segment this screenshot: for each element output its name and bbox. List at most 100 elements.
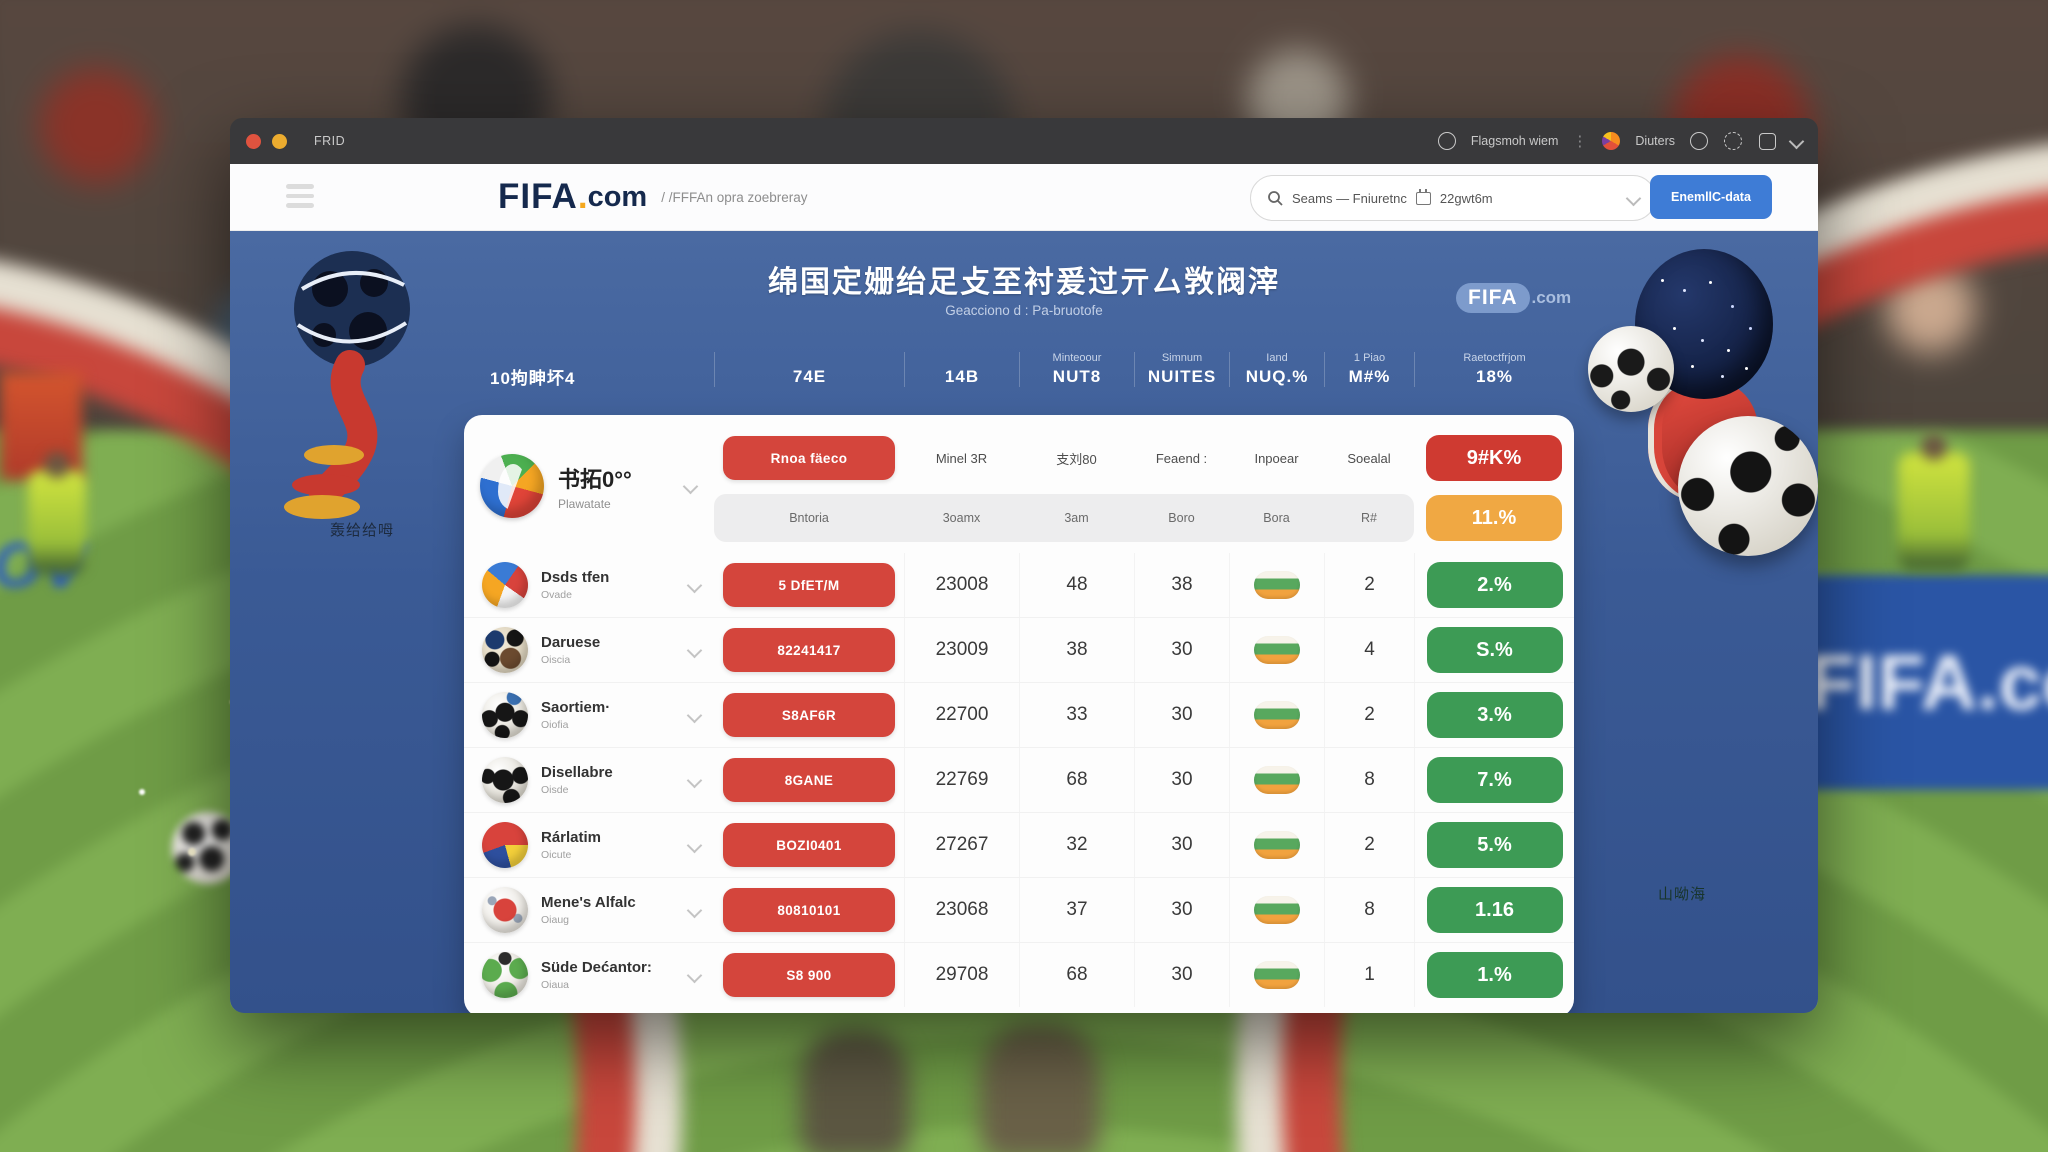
team-subname: Plawatate bbox=[558, 496, 611, 511]
column-header[interactable]: Minteoour NUT8 bbox=[1019, 351, 1134, 387]
site-logo[interactable]: FIFA. com / /FFFAn opra zoebreray bbox=[498, 164, 808, 230]
decor-text-right: 山呦海 bbox=[1658, 886, 1707, 903]
team-cell[interactable]: Daruese Oiscia bbox=[464, 627, 714, 673]
team-logo bbox=[482, 692, 528, 738]
browser-label[interactable]: Diuters bbox=[1635, 134, 1675, 148]
column-header[interactable]: 1 Piao M#% bbox=[1324, 351, 1414, 387]
chevron-down-icon[interactable] bbox=[686, 577, 703, 593]
flag-cell bbox=[1229, 553, 1324, 617]
timer-icon[interactable] bbox=[1723, 131, 1743, 151]
fifa-badge-text: FIFA bbox=[1456, 283, 1530, 313]
steward-figure-right bbox=[1898, 452, 1970, 570]
chevron-down-icon[interactable] bbox=[686, 642, 703, 658]
action-button[interactable]: S8AF6R bbox=[723, 693, 895, 737]
table-row[interactable]: Süde Dećantor: Oiaua S8 900 29708 68 30 … bbox=[464, 942, 1574, 1007]
profile-label[interactable]: Flagsmoh wiem bbox=[1470, 134, 1559, 148]
search-secondary-text: 22gwt6m bbox=[1439, 190, 1493, 206]
team-logo bbox=[482, 627, 528, 673]
table-row[interactable]: Disellabre Oisde 8GANE 22769 68 30 8 7.% bbox=[464, 747, 1574, 812]
featured-cell: Soealal bbox=[1347, 450, 1391, 466]
search-input[interactable]: Seams — Fniuretnc 22gwt6m bbox=[1250, 175, 1656, 221]
action-button[interactable]: Rnoa fäeco bbox=[723, 436, 895, 480]
column-header[interactable]: Simnum NUITES bbox=[1134, 351, 1229, 387]
extensions-icon[interactable] bbox=[1757, 131, 1777, 151]
team-logo bbox=[480, 454, 544, 518]
team-subname: Oisde bbox=[541, 783, 569, 796]
table-header-row: 10拘眒坏4 74E 14B Minteoour NUT8 Simnum NUITE… bbox=[464, 349, 1574, 389]
action-button[interactable]: 80810101 bbox=[723, 888, 895, 932]
chevron-down-icon[interactable] bbox=[686, 837, 703, 853]
stat-value: 23009 bbox=[904, 618, 1019, 682]
chevron-down-icon[interactable] bbox=[682, 478, 699, 494]
flag-icon bbox=[1254, 636, 1300, 664]
flag-cell bbox=[1229, 943, 1324, 1007]
percentage-badge: 2.% bbox=[1426, 562, 1563, 608]
column-header[interactable]: Iand NUQ.% bbox=[1229, 351, 1324, 387]
table-row[interactable]: Daruese Oiscia 82241417 23009 38 30 4 S.… bbox=[464, 617, 1574, 682]
flag-cell bbox=[1229, 748, 1324, 812]
team-cell[interactable]: Saortiem· Oiofia bbox=[464, 692, 714, 738]
action-button[interactable]: S8 900 bbox=[723, 953, 895, 997]
table-body: Dsds tfen Ovade 5 DfET/M 23008 48 38 2 2… bbox=[464, 553, 1574, 1007]
column-header[interactable]: 14B bbox=[904, 351, 1019, 387]
featured-cell: 支刘80 bbox=[1056, 451, 1097, 467]
stat-value: 29708 bbox=[904, 943, 1019, 1007]
percentage-badge: 11.% bbox=[1426, 495, 1562, 541]
featured-table-row[interactable]: 书拓0°° Plawatate Rnoa fäeco Minel 3R 支刘80… bbox=[464, 421, 1574, 553]
table-row[interactable]: Mene's Alfalc Oiaug 80810101 23068 37 30… bbox=[464, 877, 1574, 942]
action-button[interactable]: 5 DfET/M bbox=[723, 563, 895, 607]
site-header: FIFA. com / /FFFAn opra zoebreray Seams —… bbox=[230, 164, 1818, 231]
circle-icon[interactable] bbox=[1689, 131, 1709, 151]
menu-icon[interactable] bbox=[286, 184, 314, 213]
team-cell[interactable]: Mene's Alfalc Oiaug bbox=[464, 887, 714, 933]
team-cell[interactable]: Disellabre Oisde bbox=[464, 757, 714, 803]
column-header[interactable]: Raetoctfrjom 18% bbox=[1414, 351, 1574, 387]
chevron-down-icon[interactable] bbox=[1788, 133, 1805, 149]
sync-icon[interactable] bbox=[1437, 131, 1457, 151]
team-cell[interactable]: Rárlatim Oicute bbox=[464, 822, 714, 868]
stat-value: 68 bbox=[1019, 748, 1134, 812]
chevron-down-icon[interactable] bbox=[686, 902, 703, 918]
percentage-badge: S.% bbox=[1426, 627, 1563, 673]
logo-fifa-text: FIFA bbox=[498, 177, 578, 216]
browser-logo-icon[interactable] bbox=[1601, 131, 1621, 151]
team-logo bbox=[482, 887, 528, 933]
table-row[interactable]: Saortiem· Oiofia S8AF6R 22700 33 30 2 3.… bbox=[464, 682, 1574, 747]
chevron-down-icon[interactable] bbox=[686, 772, 703, 788]
chevron-down-icon[interactable] bbox=[686, 707, 703, 723]
team-cell[interactable]: Süde Dećantor: Oiaua bbox=[464, 952, 714, 998]
featured-cell: R# bbox=[1361, 511, 1377, 525]
team-subname: Oiscia bbox=[541, 653, 571, 666]
team-name: Dsds tfen bbox=[541, 569, 610, 587]
minimize-window-button[interactable] bbox=[272, 133, 287, 149]
chevron-down-icon[interactable] bbox=[1625, 190, 1642, 206]
team-name: Mene's Alfalc bbox=[541, 894, 636, 912]
divider-icon: ⋮ bbox=[1572, 133, 1588, 150]
action-button[interactable]: 82241417 bbox=[723, 628, 895, 672]
action-button[interactable]: BOZI0401 bbox=[723, 823, 895, 867]
action-button[interactable]: 8GANE bbox=[723, 758, 895, 802]
featured-cell: 3am bbox=[1064, 511, 1089, 525]
table-row[interactable]: Dsds tfen Ovade 5 DfET/M 23008 48 38 2 2… bbox=[464, 553, 1574, 617]
search-text: Seams — Fniuretnc bbox=[1292, 190, 1407, 206]
column-header[interactable]: 10拘眒坏4 bbox=[490, 369, 576, 388]
featured-cell: Minel 3R bbox=[935, 450, 988, 466]
header-cta-button[interactable]: EnemllC-data bbox=[1650, 175, 1772, 219]
team-cell[interactable]: Dsds tfen Ovade bbox=[464, 562, 714, 608]
stat-value: 1 bbox=[1324, 943, 1414, 1007]
chevron-down-icon[interactable] bbox=[686, 967, 703, 983]
flag-icon bbox=[1254, 896, 1300, 924]
featured-line-1: Rnoa fäeco Minel 3R 支刘80 Feaend : Inpoea… bbox=[714, 429, 1574, 487]
team-subname: Oiaug bbox=[541, 913, 570, 926]
featured-cell: Bora bbox=[1263, 511, 1290, 525]
team-name: Süde Dećantor: bbox=[541, 959, 652, 977]
stat-value: 22700 bbox=[904, 683, 1019, 747]
team-logo bbox=[482, 562, 528, 608]
table-row[interactable]: Rárlatim Oicute BOZI0401 27267 32 30 2 5… bbox=[464, 812, 1574, 877]
team-subname: Oiofia bbox=[541, 718, 569, 731]
team-name: Saortiem· bbox=[541, 699, 611, 717]
table-card: 书拓0°° Plawatate Rnoa fäeco Minel 3R 支刘80… bbox=[464, 415, 1574, 1013]
close-window-button[interactable] bbox=[246, 133, 261, 149]
team-cell[interactable]: 书拓0°° Plawatate bbox=[464, 454, 714, 518]
column-header[interactable]: 74E bbox=[714, 351, 904, 387]
